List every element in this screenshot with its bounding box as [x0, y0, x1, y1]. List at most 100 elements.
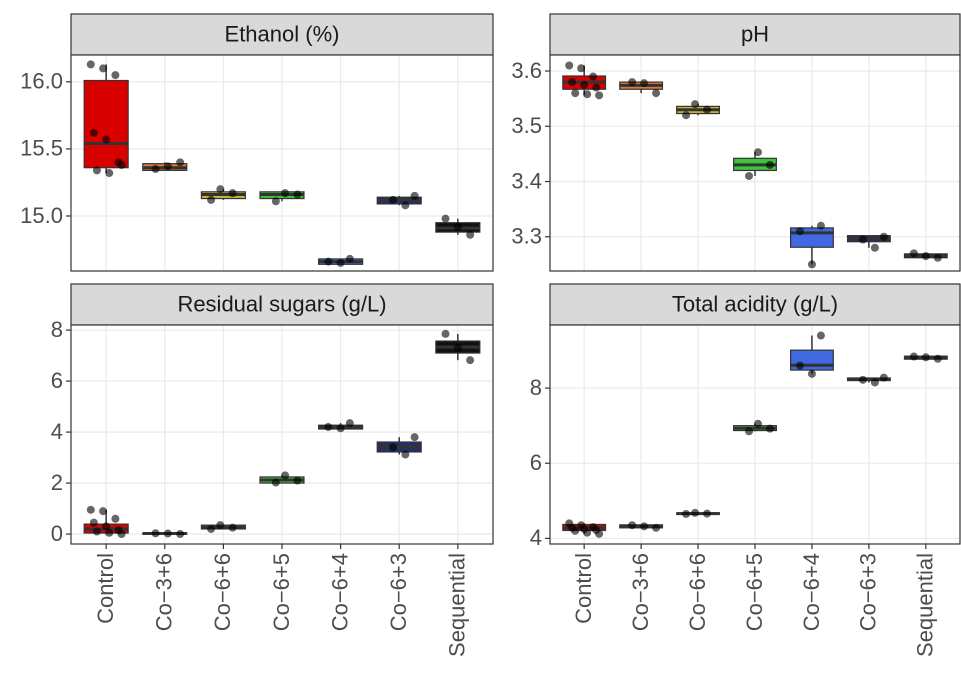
y-tick-label: 8	[530, 375, 542, 400]
y-tick-label: 3.5	[511, 113, 542, 138]
y-tick-label: 4	[530, 525, 542, 550]
point	[111, 71, 120, 80]
strip	[549, 283, 961, 326]
point	[228, 523, 237, 532]
point	[879, 232, 888, 241]
point	[691, 508, 700, 517]
point	[909, 249, 918, 258]
point	[281, 471, 290, 480]
point	[921, 252, 930, 261]
point	[151, 165, 160, 174]
y-tick-label: 6	[530, 450, 542, 475]
point	[89, 128, 98, 137]
point	[345, 419, 354, 428]
point	[324, 422, 333, 431]
point	[682, 111, 691, 120]
point	[765, 424, 774, 433]
point	[682, 509, 691, 518]
panel-title: Ethanol (%)	[225, 21, 340, 46]
point	[163, 162, 172, 171]
strip	[70, 283, 494, 326]
point	[921, 353, 930, 362]
point	[293, 476, 302, 485]
panel-title: Residual sugars (g/L)	[177, 291, 386, 316]
y-tick-label: 8	[51, 317, 63, 342]
point	[117, 161, 126, 170]
point	[271, 197, 280, 206]
point	[410, 191, 419, 200]
point	[466, 356, 475, 365]
point	[933, 253, 942, 262]
point	[151, 529, 160, 538]
point	[870, 378, 879, 387]
point	[105, 169, 114, 178]
point	[336, 258, 345, 267]
point	[111, 514, 120, 523]
point	[86, 60, 95, 69]
x-tick-label: Sequential	[445, 553, 470, 657]
point	[176, 158, 185, 167]
point	[336, 424, 345, 433]
point	[879, 373, 888, 382]
point	[453, 343, 462, 352]
point	[577, 64, 586, 73]
point	[102, 522, 111, 531]
y-tick-label: 3.4	[511, 168, 542, 193]
point	[117, 530, 126, 539]
point	[592, 83, 601, 92]
x-tick-label: Sequential	[913, 553, 938, 657]
point	[401, 450, 410, 459]
point	[583, 528, 592, 537]
point	[228, 189, 237, 198]
point	[281, 189, 290, 198]
x-tick-label: Co−6+6	[210, 553, 235, 631]
y-tick-label: 4	[51, 419, 63, 444]
point	[92, 166, 101, 175]
point	[595, 529, 604, 538]
point	[640, 522, 649, 531]
point	[807, 369, 816, 378]
point	[102, 135, 111, 144]
point	[163, 529, 172, 538]
point	[753, 419, 762, 428]
point	[99, 507, 108, 516]
y-tick-label: 3.6	[511, 58, 542, 83]
y-tick-label: 15.0	[20, 203, 63, 228]
point	[441, 329, 450, 338]
point	[89, 518, 98, 527]
point	[441, 214, 450, 223]
point	[909, 352, 918, 361]
panel-title: pH	[741, 21, 769, 46]
x-tick-label: Co−6+4	[327, 553, 352, 631]
x-tick-label: Co−6+6	[685, 553, 710, 631]
point	[595, 91, 604, 100]
point	[745, 171, 754, 180]
panel-border	[70, 54, 494, 272]
point	[795, 361, 804, 370]
x-tick-label: Co−6+5	[269, 553, 294, 631]
point	[207, 195, 216, 204]
x-tick-label: Co−6+5	[742, 553, 767, 631]
point	[745, 427, 754, 436]
panel-border	[549, 54, 961, 272]
x-tick-label: Control	[571, 553, 596, 624]
point	[765, 160, 774, 169]
x-tick-label: Co−3+6	[628, 553, 653, 631]
point	[691, 100, 700, 109]
point	[652, 89, 661, 98]
point	[389, 443, 398, 452]
x-tick-label: Co−6+3	[386, 553, 411, 631]
point	[933, 354, 942, 363]
point	[816, 331, 825, 340]
box	[83, 79, 129, 169]
y-tick-label: 6	[51, 368, 63, 393]
point	[571, 89, 580, 98]
point	[345, 254, 354, 263]
point	[703, 105, 712, 114]
point	[640, 79, 649, 88]
point	[753, 148, 762, 157]
y-tick-label: 3.3	[511, 224, 542, 249]
point	[816, 221, 825, 230]
point	[216, 521, 225, 530]
